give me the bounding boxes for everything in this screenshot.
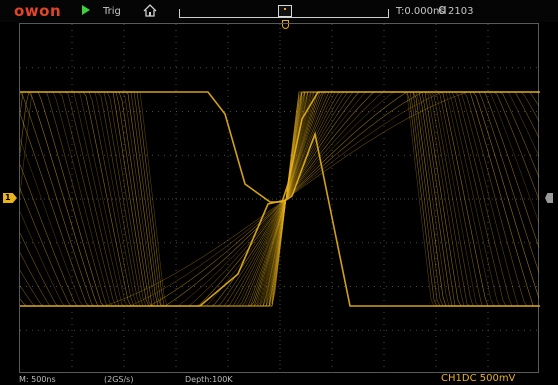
brand-logo: owon xyxy=(14,4,61,19)
home-icon[interactable] xyxy=(143,4,157,17)
ch1-marker-label: 1 xyxy=(5,192,11,203)
sample-rate-readout: (2GS/s) xyxy=(104,374,133,385)
edge-trigger-icon: ɑ xyxy=(438,3,447,17)
trigger-level-marker[interactable] xyxy=(545,193,553,203)
waveform-grid xyxy=(19,23,539,373)
memory-depth-readout: Depth:100K xyxy=(185,374,233,385)
timebase-readout: M: 500ns xyxy=(19,374,56,385)
waveform-canvas xyxy=(20,24,540,374)
ch1-setting-readout: CH1DC 500mV xyxy=(441,372,515,385)
play-icon[interactable] xyxy=(82,5,90,15)
trigger-state: Trig xyxy=(103,6,121,17)
bottom-status-bar: M: 500ns (2GS/s) Depth:100K CH1DC 500mV xyxy=(0,374,558,385)
top-status-bar: owon Trig T:0.000ns ɑ 2103 xyxy=(0,0,558,22)
trigger-level-readout: 2103 xyxy=(448,6,473,17)
ch1-offset-marker[interactable]: 1 xyxy=(3,193,17,203)
memory-window-indicator[interactable] xyxy=(278,5,292,17)
